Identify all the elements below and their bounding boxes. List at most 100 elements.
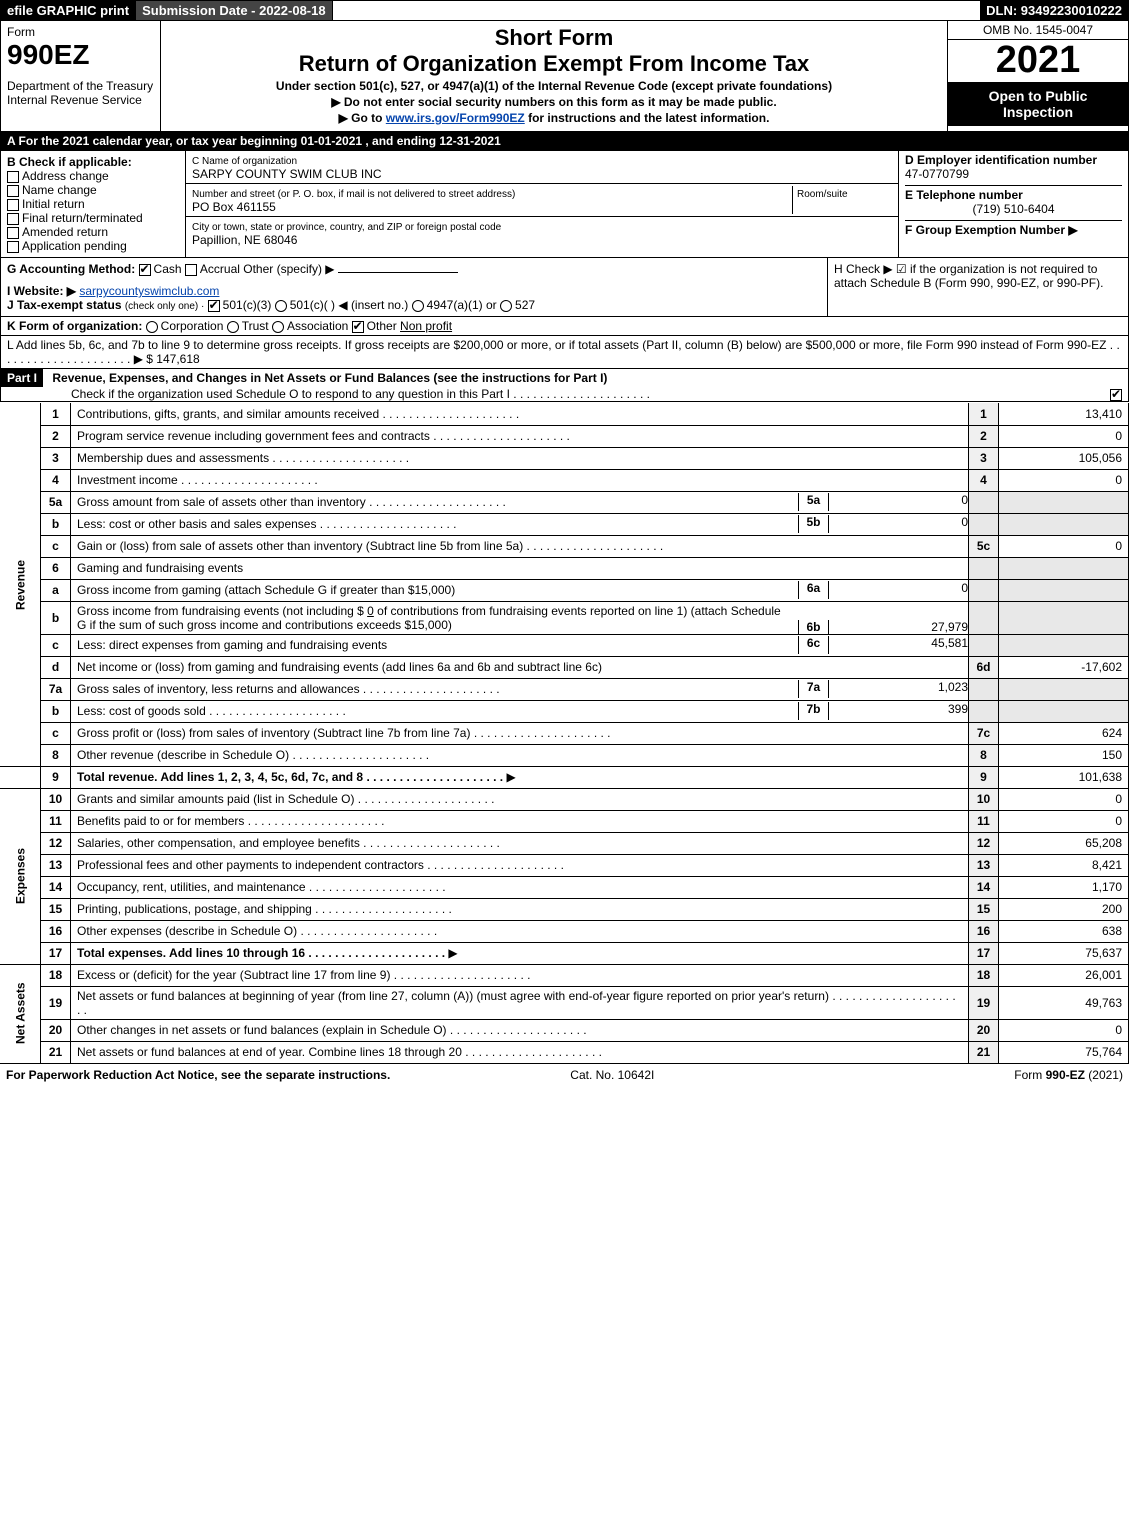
goto-suffix: for instructions and the latest informat…	[525, 111, 770, 125]
cat-no: Cat. No. 10642I	[570, 1068, 654, 1082]
row-3: 3Membership dues and assessments3105,056	[0, 447, 1129, 469]
cb-association[interactable]	[272, 321, 284, 333]
part-i-table: Revenue 1Contributions, gifts, grants, a…	[0, 403, 1129, 1064]
row-7a: 7aGross sales of inventory, less returns…	[0, 678, 1129, 700]
cb-cash[interactable]	[139, 264, 151, 276]
cb-501c3[interactable]	[208, 300, 220, 312]
part-i-badge: Part I	[1, 369, 43, 387]
org-city: Papillion, NE 68046	[192, 233, 297, 247]
efile-print-button[interactable]: efile GRAPHIC print	[1, 1, 136, 20]
c-name-label: C Name of organization	[192, 156, 297, 167]
j-label: J Tax-exempt status	[7, 298, 122, 312]
lbl-4947: 4947(a)(1) or	[427, 298, 497, 312]
j-sub: (check only one) ·	[125, 301, 204, 312]
open-to-public: Open to Public Inspection	[948, 82, 1128, 126]
l-value: 147,618	[156, 352, 199, 366]
d-ein: D Employer identification number47-07707…	[905, 153, 1122, 181]
other-specify-input[interactable]	[338, 272, 458, 273]
lbl-cash: Cash	[154, 262, 182, 276]
row-17: 17Total expenses. Add lines 10 through 1…	[0, 942, 1129, 964]
org-name: SARPY COUNTY SWIM CLUB INC	[192, 167, 382, 181]
b-header: B Check if applicable:	[7, 155, 132, 169]
subtitle-ssn-warning: ▶ Do not enter social security numbers o…	[167, 95, 941, 109]
g-label: G Accounting Method:	[7, 262, 135, 276]
title-return: Return of Organization Exempt From Incom…	[167, 51, 941, 77]
cb-other-org[interactable]	[352, 321, 364, 333]
row-2: 2Program service revenue including gover…	[0, 425, 1129, 447]
row-7c: cGross profit or (loss) from sales of in…	[0, 722, 1129, 744]
row-1: Revenue 1Contributions, gifts, grants, a…	[0, 403, 1129, 425]
cb-initial-return[interactable]	[7, 199, 19, 211]
cb-trust[interactable]	[227, 321, 239, 333]
h-check: H Check ▶ ☑ if the organization is not r…	[828, 258, 1128, 316]
dept-treasury: Department of the Treasury	[7, 79, 154, 93]
cb-527[interactable]	[500, 300, 512, 312]
header-middle: Short Form Return of Organization Exempt…	[161, 21, 948, 131]
row-13: 13Professional fees and other payments t…	[0, 854, 1129, 876]
lbl-association: Association	[287, 319, 348, 333]
form-ref: Form 990-EZ (2021)	[1014, 1068, 1123, 1082]
subtitle-section: Under section 501(c), 527, or 4947(a)(1)…	[167, 79, 941, 93]
row-18: Net Assets 18Excess or (deficit) for the…	[0, 964, 1129, 986]
row-20: 20Other changes in net assets or fund ba…	[0, 1019, 1129, 1041]
c-city-row: City or town, state or province, country…	[186, 217, 898, 249]
lbl-name-change: Name change	[22, 183, 97, 197]
irs-link[interactable]: www.irs.gov/Form990EZ	[386, 111, 525, 125]
col-c: C Name of organization SARPY COUNTY SWIM…	[186, 151, 898, 257]
line-l: L Add lines 5b, 6c, and 7b to line 9 to …	[0, 336, 1129, 369]
lbl-501c3: 501(c)(3)	[223, 298, 272, 312]
page-footer: For Paperwork Reduction Act Notice, see …	[0, 1064, 1129, 1086]
cb-address-change[interactable]	[7, 171, 19, 183]
omb-number: OMB No. 1545-0047	[948, 21, 1128, 40]
title-short-form: Short Form	[167, 25, 941, 51]
row-6d: dNet income or (loss) from gaming and fu…	[0, 656, 1129, 678]
row-10: Expenses 10Grants and similar amounts pa…	[0, 788, 1129, 810]
g-accounting: G Accounting Method: Cash Accrual Other …	[7, 262, 821, 276]
l-text: L Add lines 5b, 6c, and 7b to line 9 to …	[7, 338, 1106, 352]
gh-block: G Accounting Method: Cash Accrual Other …	[0, 258, 1129, 317]
ein-value: 47-0770799	[905, 167, 969, 181]
j-tax-exempt: J Tax-exempt status (check only one) · 5…	[7, 298, 821, 312]
cb-501c[interactable]	[275, 300, 287, 312]
cb-application-pending[interactable]	[7, 241, 19, 253]
row-4: 4Investment income40	[0, 469, 1129, 491]
header-left: Form 990EZ Department of the Treasury In…	[1, 21, 161, 131]
lbl-527: 527	[515, 298, 535, 312]
cb-corporation[interactable]	[146, 321, 158, 333]
form-word: Form	[7, 25, 154, 39]
sidebar-net-assets: Net Assets	[0, 964, 41, 1063]
lbl-corporation: Corporation	[161, 319, 224, 333]
cb-name-change[interactable]	[7, 185, 19, 197]
i-website: I Website: ▶ sarpycountyswimclub.com	[7, 284, 821, 298]
row-6: 6Gaming and fundraising events	[0, 557, 1129, 579]
cb-accrual[interactable]	[185, 264, 197, 276]
part-i-title: Revenue, Expenses, and Changes in Net As…	[46, 371, 607, 385]
c-city-label: City or town, state or province, country…	[192, 222, 501, 233]
cb-schedule-o[interactable]	[1110, 389, 1122, 401]
lbl-application-pending: Application pending	[22, 239, 127, 253]
lbl-trust: Trust	[242, 319, 269, 333]
irs-label: Internal Revenue Service	[7, 93, 154, 107]
row-14: 14Occupancy, rent, utilities, and mainte…	[0, 876, 1129, 898]
lbl-initial-return: Initial return	[22, 197, 85, 211]
row-6b: bGross income from fundraising events (n…	[0, 601, 1129, 634]
lbl-other-specify: Other (specify) ▶	[243, 262, 334, 276]
row-11: 11Benefits paid to or for members110	[0, 810, 1129, 832]
subtitle-goto: ▶ Go to www.irs.gov/Form990EZ for instru…	[167, 111, 941, 125]
cb-amended-return[interactable]	[7, 227, 19, 239]
e-phone: E Telephone number(719) 510-6404	[905, 185, 1122, 216]
row-6c: cLess: direct expenses from gaming and f…	[0, 634, 1129, 656]
tax-year: 2021	[948, 40, 1128, 82]
cb-4947[interactable]	[412, 300, 424, 312]
line-a: A For the 2021 calendar year, or tax yea…	[0, 132, 1129, 151]
website-link[interactable]: sarpycountyswimclub.com	[79, 284, 219, 298]
cb-final-return[interactable]	[7, 213, 19, 225]
c-street-row: Number and street (or P. O. box, if mail…	[186, 184, 898, 217]
lbl-501c: 501(c)( ) ◀ (insert no.)	[290, 298, 409, 312]
row-8: 8Other revenue (describe in Schedule O)8…	[0, 744, 1129, 766]
org-street: PO Box 461155	[192, 200, 276, 214]
paperwork-notice: For Paperwork Reduction Act Notice, see …	[6, 1068, 390, 1082]
bcd-block: B Check if applicable: Address change Na…	[0, 151, 1129, 258]
top-bar: efile GRAPHIC print Submission Date - 20…	[0, 0, 1129, 21]
row-12: 12Salaries, other compensation, and empl…	[0, 832, 1129, 854]
